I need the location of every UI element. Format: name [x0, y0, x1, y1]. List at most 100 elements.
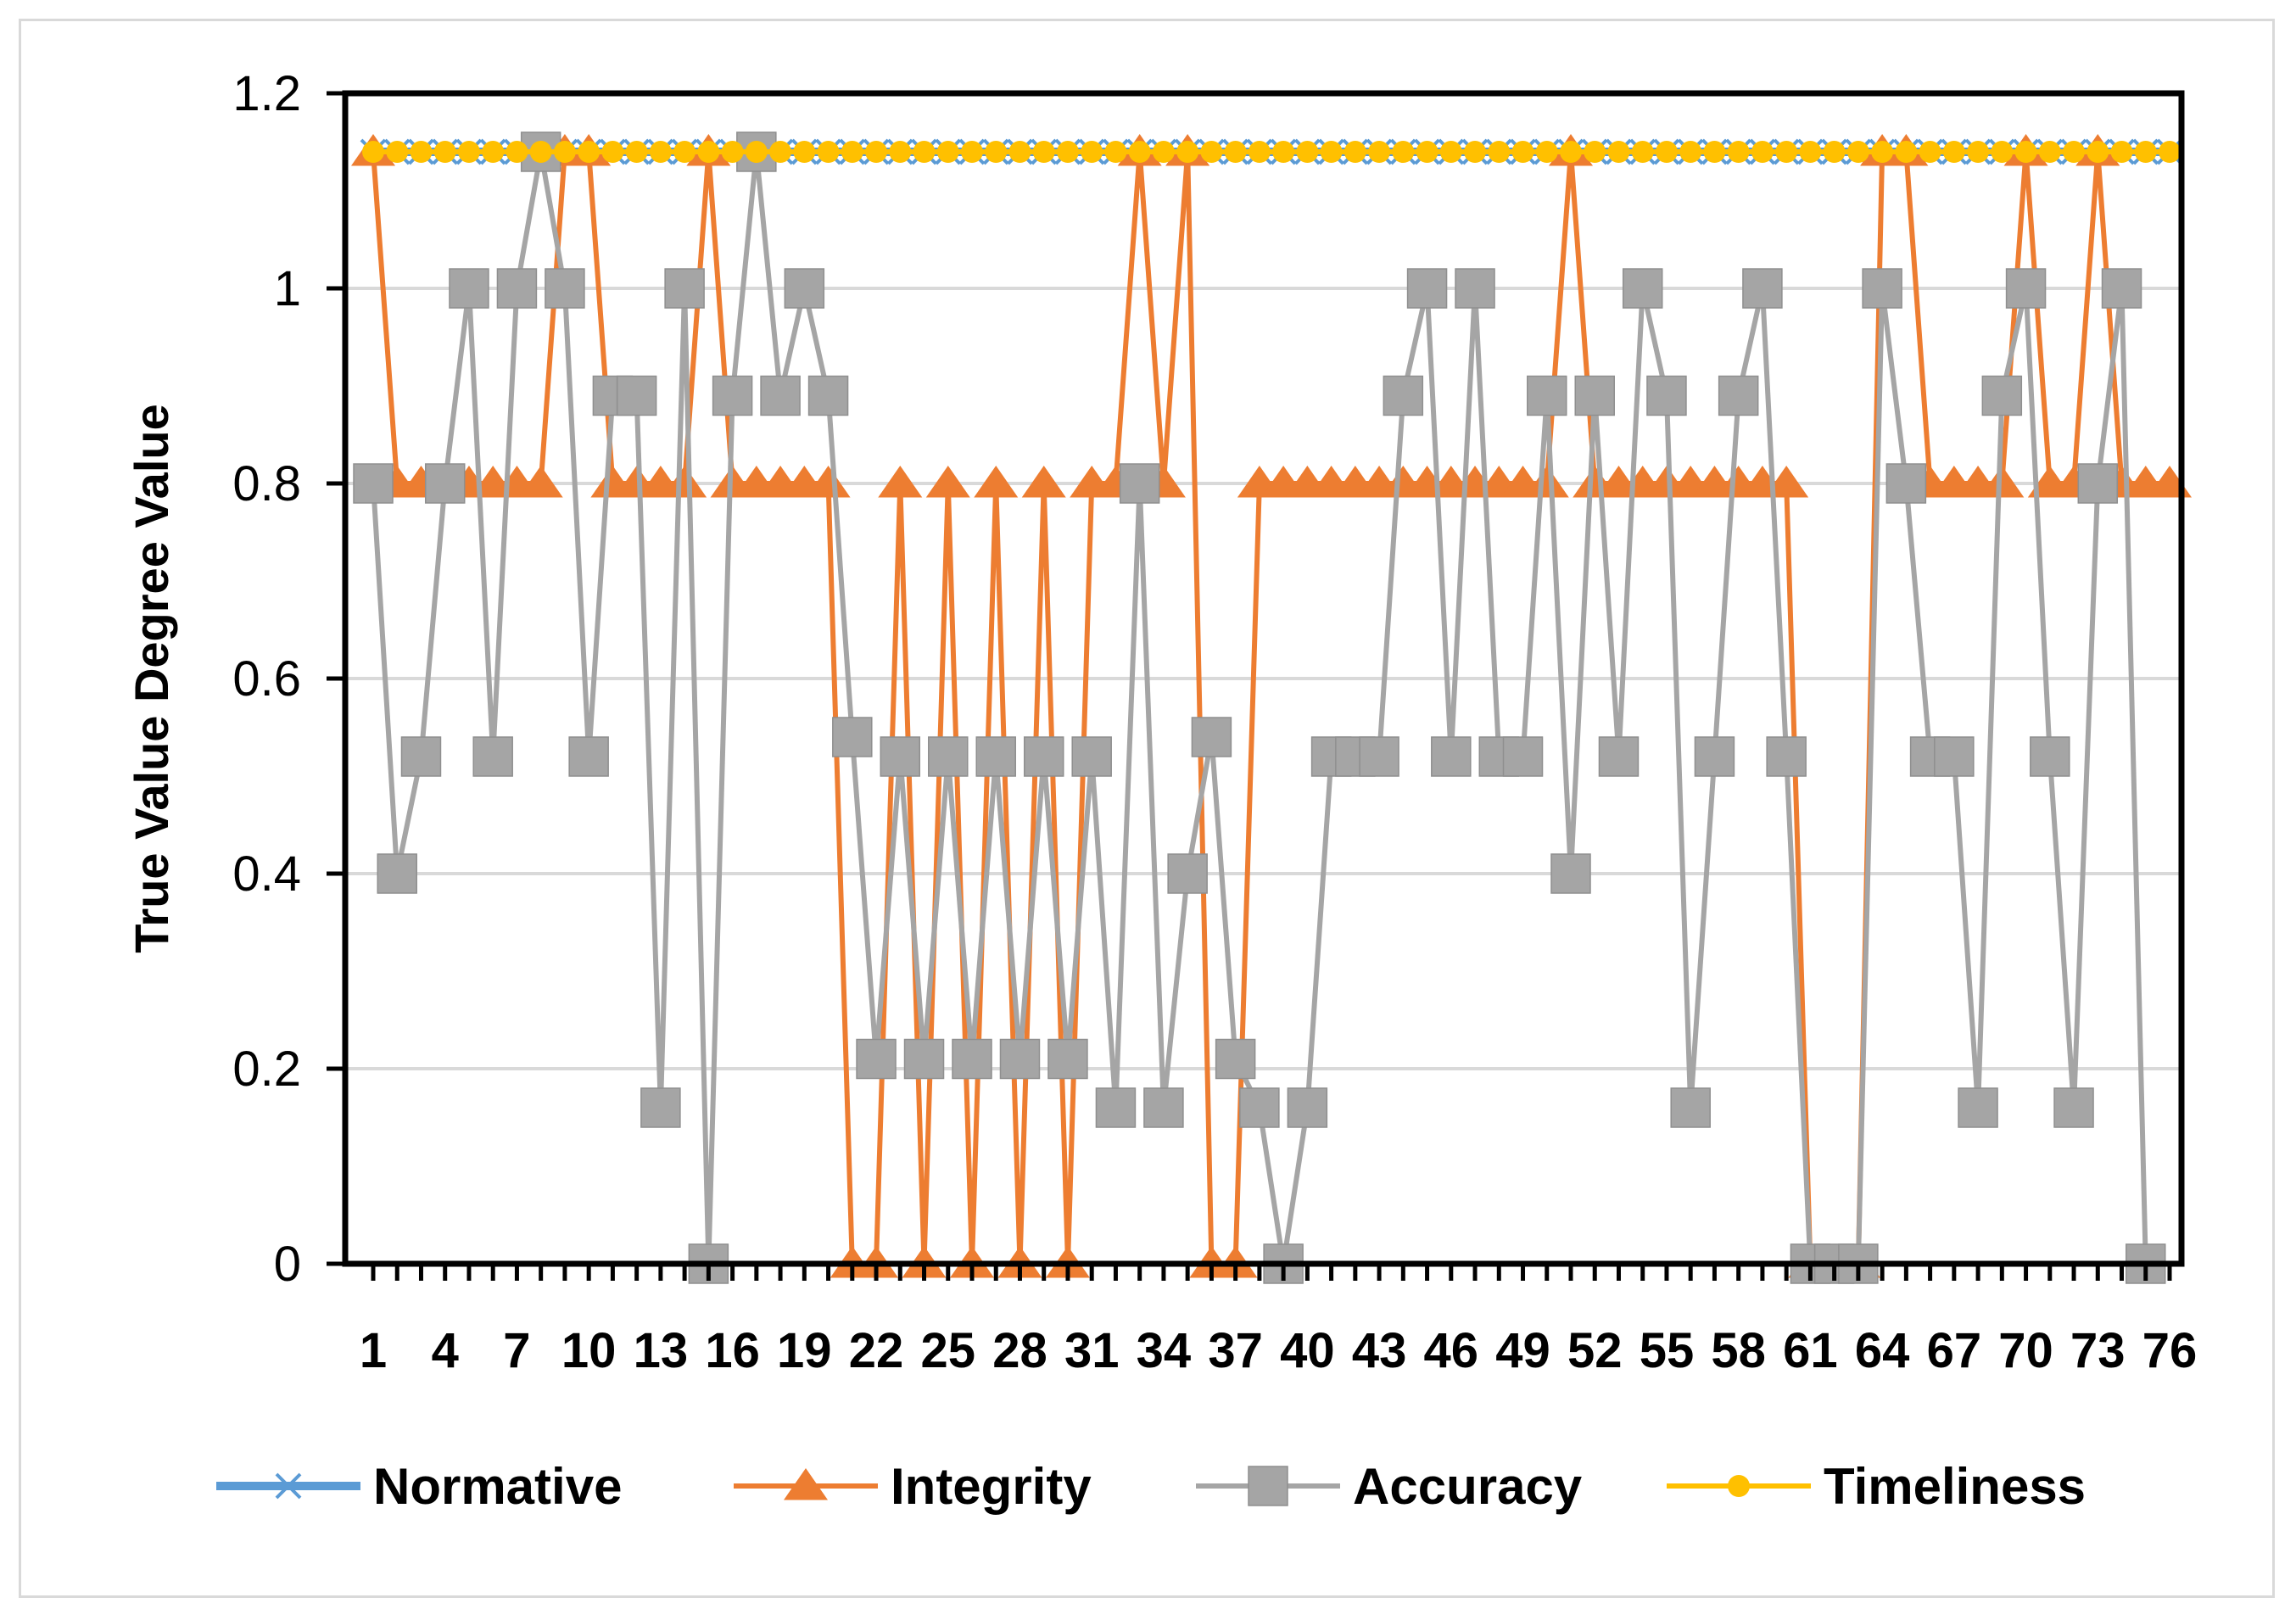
accuracy-point: [1383, 375, 1424, 416]
x-tick-label: 55: [1640, 1323, 1695, 1378]
accuracy-point: [1095, 1087, 1137, 1128]
timeliness-point: [936, 141, 959, 163]
accuracy-point: [545, 268, 585, 309]
x-tick-label: 28: [992, 1323, 1047, 1378]
accuracy-point: [1574, 375, 1615, 416]
accuracy-point: [1047, 1038, 1088, 1080]
accuracy-point: [760, 375, 801, 416]
y-tick-label: 1: [274, 261, 301, 316]
timeliness-point: [793, 141, 816, 163]
x-tick-label: 13: [634, 1323, 689, 1378]
timeliness-point: [817, 141, 840, 163]
accuracy-point: [472, 736, 513, 777]
x-tick-label: 52: [1567, 1323, 1623, 1378]
axes: [342, 90, 2185, 1267]
accuracy-point: [424, 463, 466, 504]
legend-swatch-marker: [1248, 1466, 1288, 1506]
legend-label: Normative: [373, 1458, 622, 1515]
accuracy-point: [1359, 736, 1399, 777]
timeliness-point: [1560, 141, 1582, 163]
timeliness-point: [1464, 141, 1487, 163]
timeliness-point: [1942, 141, 1965, 163]
timeliness-point: [433, 141, 456, 163]
x-tick-label: 10: [561, 1323, 617, 1378]
legend-item-timeliness: Timeliness: [1667, 1458, 2086, 1515]
accuracy-point: [1718, 375, 1759, 416]
timeliness-point: [553, 141, 576, 163]
accuracy-point: [1742, 268, 1783, 309]
timeliness-point: [1895, 141, 1918, 163]
timeliness-point: [985, 141, 1008, 163]
legend-swatch-marker: [275, 1472, 302, 1500]
timeliness-point: [1967, 141, 1990, 163]
x-tick-label: 61: [1783, 1323, 1838, 1378]
y-tick-label: 0.4: [232, 846, 301, 902]
accuracy-point: [856, 1038, 897, 1080]
timeliness-point: [1655, 141, 1678, 163]
legend-item-normative: Normative: [216, 1458, 622, 1515]
accuracy-point: [1862, 268, 1902, 309]
timeliness-point: [1248, 141, 1271, 163]
accuracy-point: [1598, 736, 1640, 777]
timeliness-point: [1846, 141, 1869, 163]
accuracy-point: [1527, 375, 1567, 416]
x-tick-label: 73: [2070, 1323, 2126, 1378]
timeliness-point: [1439, 141, 1462, 163]
y-tick-label: 0: [274, 1237, 301, 1292]
accuracy-point: [975, 736, 1016, 777]
accuracy-point: [449, 268, 489, 309]
timeliness-point: [1008, 141, 1031, 163]
timeliness-point: [1056, 141, 1079, 163]
timeliness-point: [1823, 141, 1846, 163]
y-tick-label: 0.8: [232, 456, 301, 511]
timeliness-point: [1416, 141, 1438, 163]
timeliness-point: [913, 141, 936, 163]
accuracy-point: [568, 736, 609, 777]
timeliness-point: [506, 141, 528, 163]
timeliness-point: [1128, 141, 1151, 163]
timeliness-point: [1679, 141, 1702, 163]
accuracy-point: [712, 375, 753, 416]
accuracy-point: [1670, 1087, 1711, 1128]
x-tick-label: 40: [1280, 1323, 1335, 1378]
integrity-point: [1524, 466, 1569, 498]
timeliness-point: [362, 141, 384, 163]
gridlines: [345, 92, 2181, 1070]
legend-label: Accuracy: [1353, 1458, 1583, 1515]
timeliness-point: [482, 141, 505, 163]
timeliness-point: [697, 141, 720, 163]
legend-label: Integrity: [891, 1458, 1092, 1515]
timeliness-point: [1392, 141, 1415, 163]
timeliness-point: [625, 141, 648, 163]
timeliness-point: [1368, 141, 1391, 163]
x-axis-ticks: 1 4 7 10 13 16 19 22 25 28 31 34 37 40 43 46 49 52 55 58 61 6…: [360, 1264, 2197, 1378]
timeliness-point: [1584, 141, 1606, 163]
accuracy-point: [1215, 1038, 1256, 1080]
timeliness-point: [2134, 141, 2157, 163]
accuracy-point: [1143, 1087, 1184, 1128]
timeliness-point: [2159, 141, 2181, 163]
y-tick-label: 0.2: [232, 1042, 301, 1097]
timeliness-point: [1631, 141, 1654, 163]
plot-border: [342, 90, 2185, 1267]
timeliness-point: [386, 141, 409, 163]
timeliness-point: [1607, 141, 1630, 163]
x-tick-label: 70: [1998, 1323, 2053, 1378]
accuracy-point: [1958, 1087, 1998, 1128]
x-tick-label: 1: [360, 1323, 387, 1378]
timeliness-point: [649, 141, 672, 163]
accuracy-point: [952, 1038, 992, 1080]
x-tick-label: 16: [705, 1323, 760, 1378]
timeliness-point: [1751, 141, 1774, 163]
x-tick-label: 34: [1137, 1323, 1192, 1378]
accuracy-point: [928, 736, 969, 777]
timeliness-point: [1081, 141, 1103, 163]
accuracy-point: [640, 1087, 681, 1128]
accuracy-point: [496, 268, 538, 309]
accuracy-point: [1455, 268, 1495, 309]
timeliness-point: [745, 141, 768, 163]
timeliness-point: [2063, 141, 2086, 163]
legend: Normative Integrity Accuracy Timeliness: [216, 1458, 2086, 1515]
integrity-point: [662, 466, 707, 498]
